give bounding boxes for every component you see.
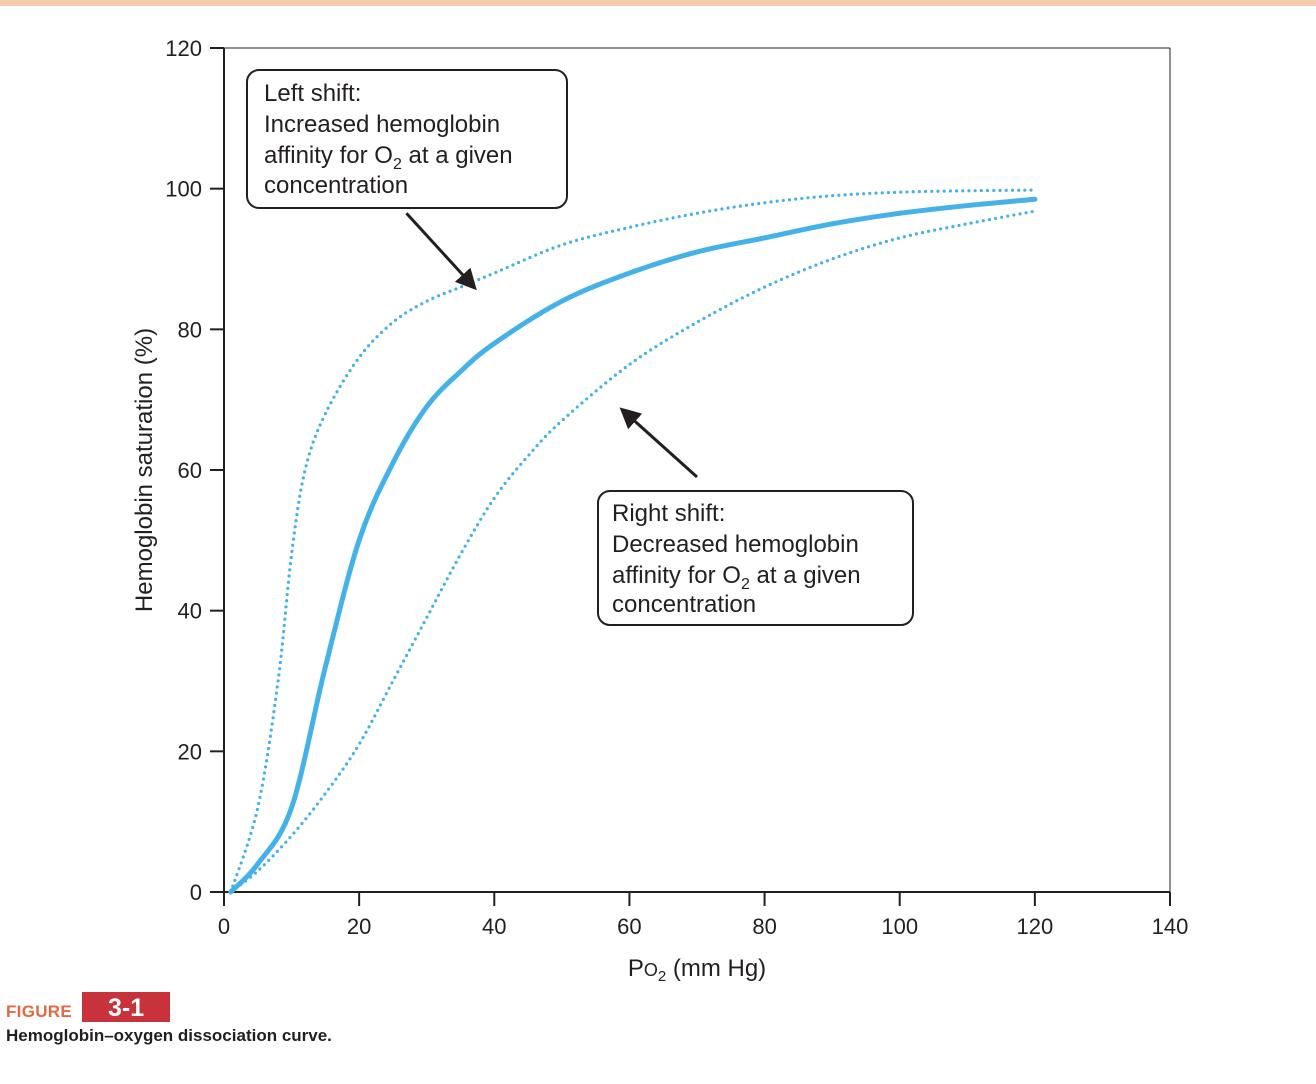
x-tick-label: 60 [617,914,641,939]
x-tick-label: 0 [218,914,230,939]
x-axis-title: PO2 (mm Hg) [628,955,766,985]
x-tick-label: 20 [347,914,371,939]
figure-number-badge: 3-1 [82,992,171,1022]
right-shift-title: Right shift: [612,500,725,527]
left-shift-title: Left shift: [264,80,361,107]
x-tick-label: 120 [1016,914,1053,939]
y-tick-label: 100 [165,177,202,202]
y-tick-label: 120 [165,36,202,61]
figure-caption-head: FIGURE 3-1 [6,992,332,1022]
right-shift-box [597,490,914,626]
y-ticks: 0 20 40 60 80 100 120 [165,36,224,905]
x-tick-label: 140 [1152,914,1189,939]
figure-label: FIGURE [6,1002,73,1021]
left-shift-callout: Left shift: Increased hemoglobin affinit… [246,69,568,209]
x-ticks: 0 20 40 60 80 100 120 140 [218,892,1188,939]
y-tick-label: 20 [178,739,202,764]
left-shift-arrow [405,212,477,291]
right-shift-line-3: affinity for O2 at a given [612,562,861,593]
y-tick-label: 0 [190,880,202,905]
series-group [228,188,1038,895]
dissociation-chart: 0 20 40 60 80 100 120 0 20 40 60 80 100 120 140 Hemog… [131,36,1188,985]
y-tick-label: 80 [178,317,202,342]
left-shift-line-4: concentration [264,172,408,199]
y-tick-label: 60 [178,458,202,483]
left-shift-line-2: Increased hemoglobin [264,111,500,138]
left-shift-box [246,69,568,209]
right-shift-line-2: Decreased hemoglobin [612,531,859,558]
y-tick-label: 40 [178,599,202,624]
x-tick-label: 80 [752,914,776,939]
x-tick-label: 40 [482,914,506,939]
x-tick-label: 100 [881,914,918,939]
right-shift-callout: Right shift: Decreased hemoglobin affini… [597,490,914,626]
right-shift-arrow [619,407,699,479]
top-rule [0,0,1316,6]
series-right-shift-line [229,209,1037,894]
left-shift-line-3: affinity for O2 at a given [264,142,513,173]
right-shift-line-4: concentration [612,591,756,618]
series-normal-line [228,196,1038,895]
series-left-shift-line [229,188,1037,894]
figure-caption-text: Hemoglobin–oxygen dissociation curve. [6,1026,332,1045]
figure-caption: FIGURE 3-1 Hemoglobin–oxygen dissociatio… [6,992,332,1046]
y-axis-title: Hemoglobin saturation (%) [131,328,158,612]
